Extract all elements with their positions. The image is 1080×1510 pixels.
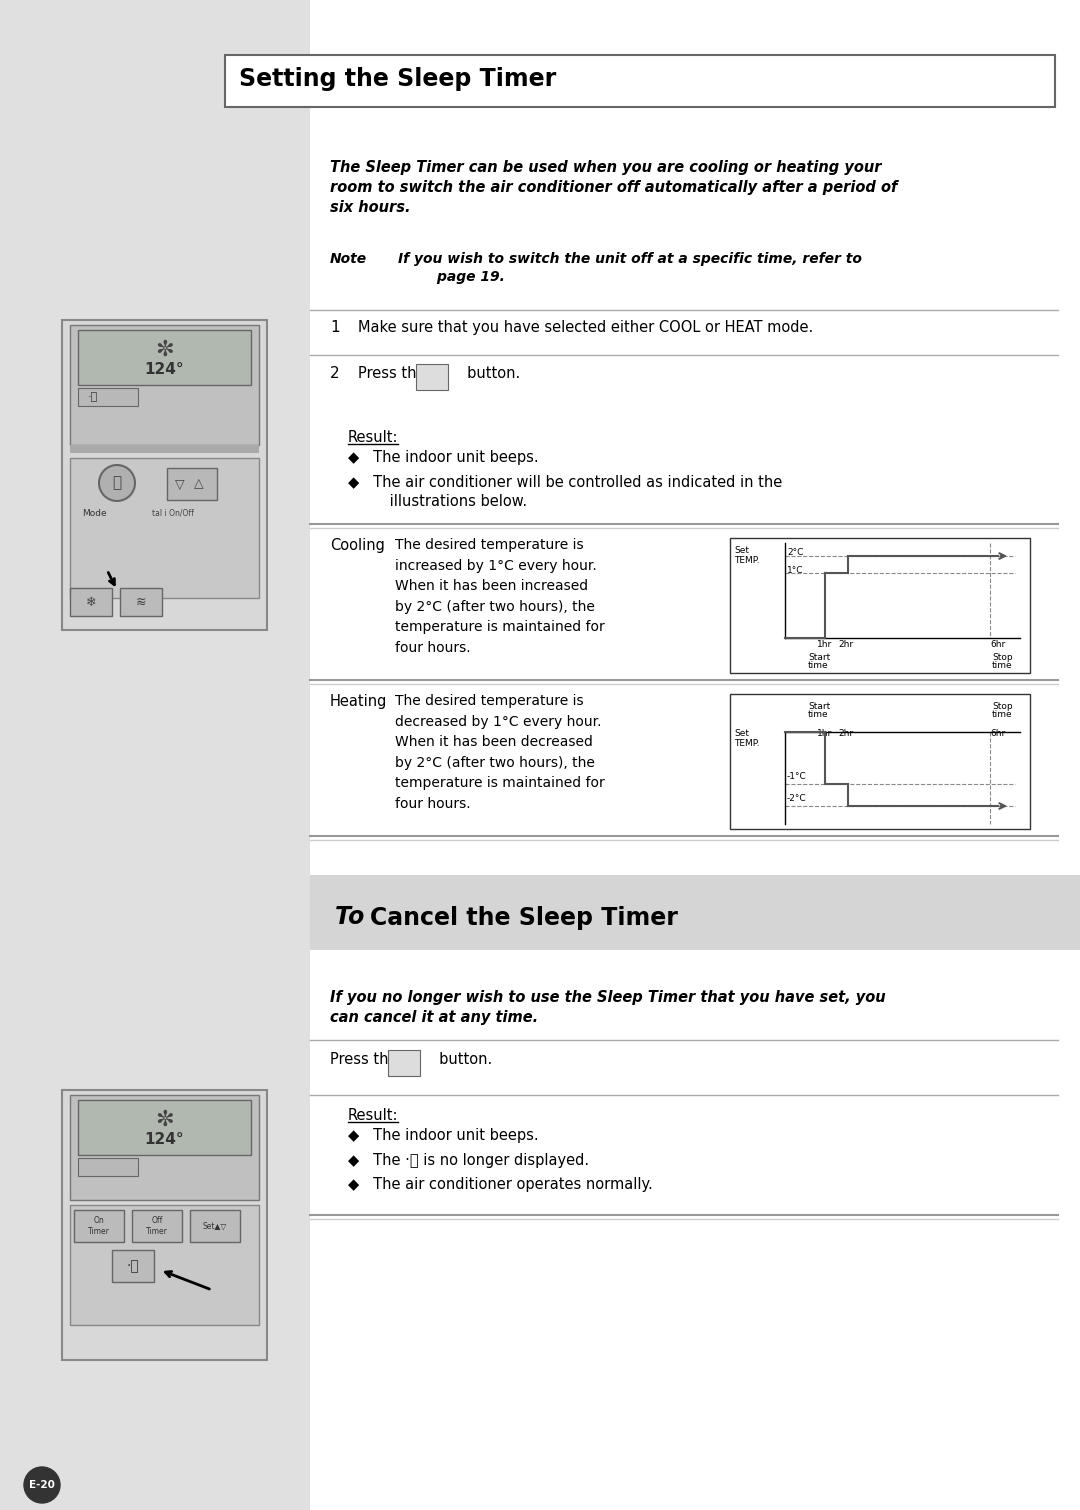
Bar <box>70 1205 259 1324</box>
Text: Cancel the Sleep Timer: Cancel the Sleep Timer <box>370 906 678 930</box>
Text: ⏻: ⏻ <box>112 476 122 491</box>
Bar <box>388 1049 420 1077</box>
Text: ◆   The ·ⓓ is no longer displayed.: ◆ The ·ⓓ is no longer displayed. <box>348 1154 589 1169</box>
Circle shape <box>24 1468 60 1502</box>
Text: ✼: ✼ <box>154 1110 173 1129</box>
Text: Off
Timer: Off Timer <box>146 1216 167 1235</box>
Text: 6hr: 6hr <box>990 729 1005 738</box>
Text: time: time <box>808 661 828 670</box>
Bar <box>78 1099 251 1155</box>
Text: ◆   The indoor unit beeps.: ◆ The indoor unit beeps. <box>348 450 539 465</box>
Text: ◆   The indoor unit beeps.: ◆ The indoor unit beeps. <box>348 1128 539 1143</box>
Bar <box>310 874 1080 950</box>
Bar <box>70 1095 259 1200</box>
Text: 6hr: 6hr <box>990 640 1005 649</box>
Text: Result:: Result: <box>348 430 399 445</box>
Text: time: time <box>993 661 1013 670</box>
Text: To: To <box>335 906 373 930</box>
Text: 2hr: 2hr <box>838 729 853 738</box>
Text: Make sure that you have selected either COOL or HEAT mode.: Make sure that you have selected either … <box>357 320 813 335</box>
Bar <box>112 1250 154 1282</box>
Bar <box>167 468 217 500</box>
Text: 1°C: 1°C <box>787 566 804 575</box>
Text: ·ⓓ: ·ⓓ <box>87 393 98 402</box>
Text: △: △ <box>194 477 204 491</box>
Bar <box>132 1210 183 1243</box>
Text: Set: Set <box>734 547 750 556</box>
Text: 2°C: 2°C <box>787 548 804 557</box>
Text: 1: 1 <box>330 320 339 335</box>
Bar <box>70 458 259 598</box>
Text: ✼: ✼ <box>154 340 173 359</box>
Bar <box>730 538 1030 673</box>
Text: 1hr: 1hr <box>816 640 833 649</box>
Bar <box>62 320 267 630</box>
Text: ≋: ≋ <box>136 595 146 609</box>
Text: Cooling: Cooling <box>330 538 384 553</box>
Text: Mode: Mode <box>82 509 107 518</box>
Bar <box>70 587 112 616</box>
Text: TEMP.: TEMP. <box>734 556 759 565</box>
Text: The desired temperature is
increased by 1°C every hour.
When it has been increas: The desired temperature is increased by … <box>395 538 605 655</box>
Bar <box>78 388 138 406</box>
Text: The Sleep Timer can be used when you are cooling or heating your
room to switch : The Sleep Timer can be used when you are… <box>330 160 897 214</box>
Bar <box>70 325 259 445</box>
Text: -1°C: -1°C <box>787 772 807 781</box>
Text: ❄: ❄ <box>85 595 96 609</box>
Text: 1hr: 1hr <box>816 729 833 738</box>
Text: TEMP.: TEMP. <box>734 738 759 747</box>
Text: time: time <box>808 710 828 719</box>
Text: If you wish to switch the unit off at a specific time, refer to
        page 19.: If you wish to switch the unit off at a … <box>399 252 862 284</box>
Text: Setting the Sleep Timer: Setting the Sleep Timer <box>239 66 556 91</box>
Text: -2°C: -2°C <box>787 794 807 803</box>
Text: Start: Start <box>808 702 831 711</box>
Text: E-20: E-20 <box>29 1480 55 1490</box>
Text: Set: Set <box>734 729 750 738</box>
Text: ·ⓓ: ·ⓓ <box>126 1259 139 1273</box>
Text: 124°: 124° <box>145 1132 184 1148</box>
Text: Start: Start <box>808 652 831 661</box>
Bar <box>78 1158 138 1176</box>
Text: Press the         button.: Press the button. <box>330 1052 492 1068</box>
Bar <box>310 0 1080 1510</box>
Text: Press the         button.: Press the button. <box>357 365 521 381</box>
Text: tal i On/Off: tal i On/Off <box>152 509 194 518</box>
Bar <box>75 1210 124 1243</box>
Text: Set▲▽: Set▲▽ <box>203 1222 227 1231</box>
Text: 2: 2 <box>330 365 339 381</box>
Text: ◆   The air conditioner will be controlled as indicated in the
         illustra: ◆ The air conditioner will be controlled… <box>348 474 782 509</box>
Text: If you no longer wish to use the Sleep Timer that you have set, you
can cancel i: If you no longer wish to use the Sleep T… <box>330 991 886 1025</box>
Bar <box>120 587 162 616</box>
Text: Result:: Result: <box>348 1108 399 1123</box>
Bar <box>730 695 1030 829</box>
Text: Heating: Heating <box>330 695 388 710</box>
Text: ◆   The air conditioner operates normally.: ◆ The air conditioner operates normally. <box>348 1176 652 1191</box>
Bar <box>70 445 259 453</box>
Text: 2hr: 2hr <box>838 640 853 649</box>
Text: 124°: 124° <box>145 362 184 378</box>
Bar <box>190 1210 240 1243</box>
Bar <box>0 0 291 1510</box>
Bar <box>62 1090 267 1361</box>
Bar <box>225 54 1055 107</box>
Text: Note: Note <box>330 252 367 266</box>
Text: The desired temperature is
decreased by 1°C every hour.
When it has been decreas: The desired temperature is decreased by … <box>395 695 605 811</box>
Text: On
Timer: On Timer <box>89 1216 110 1235</box>
Bar <box>416 364 448 390</box>
Text: time: time <box>993 710 1013 719</box>
Text: Stop: Stop <box>993 702 1013 711</box>
Bar <box>78 331 251 385</box>
Circle shape <box>99 465 135 501</box>
Text: Stop: Stop <box>993 652 1013 661</box>
Text: ▽: ▽ <box>175 477 185 491</box>
